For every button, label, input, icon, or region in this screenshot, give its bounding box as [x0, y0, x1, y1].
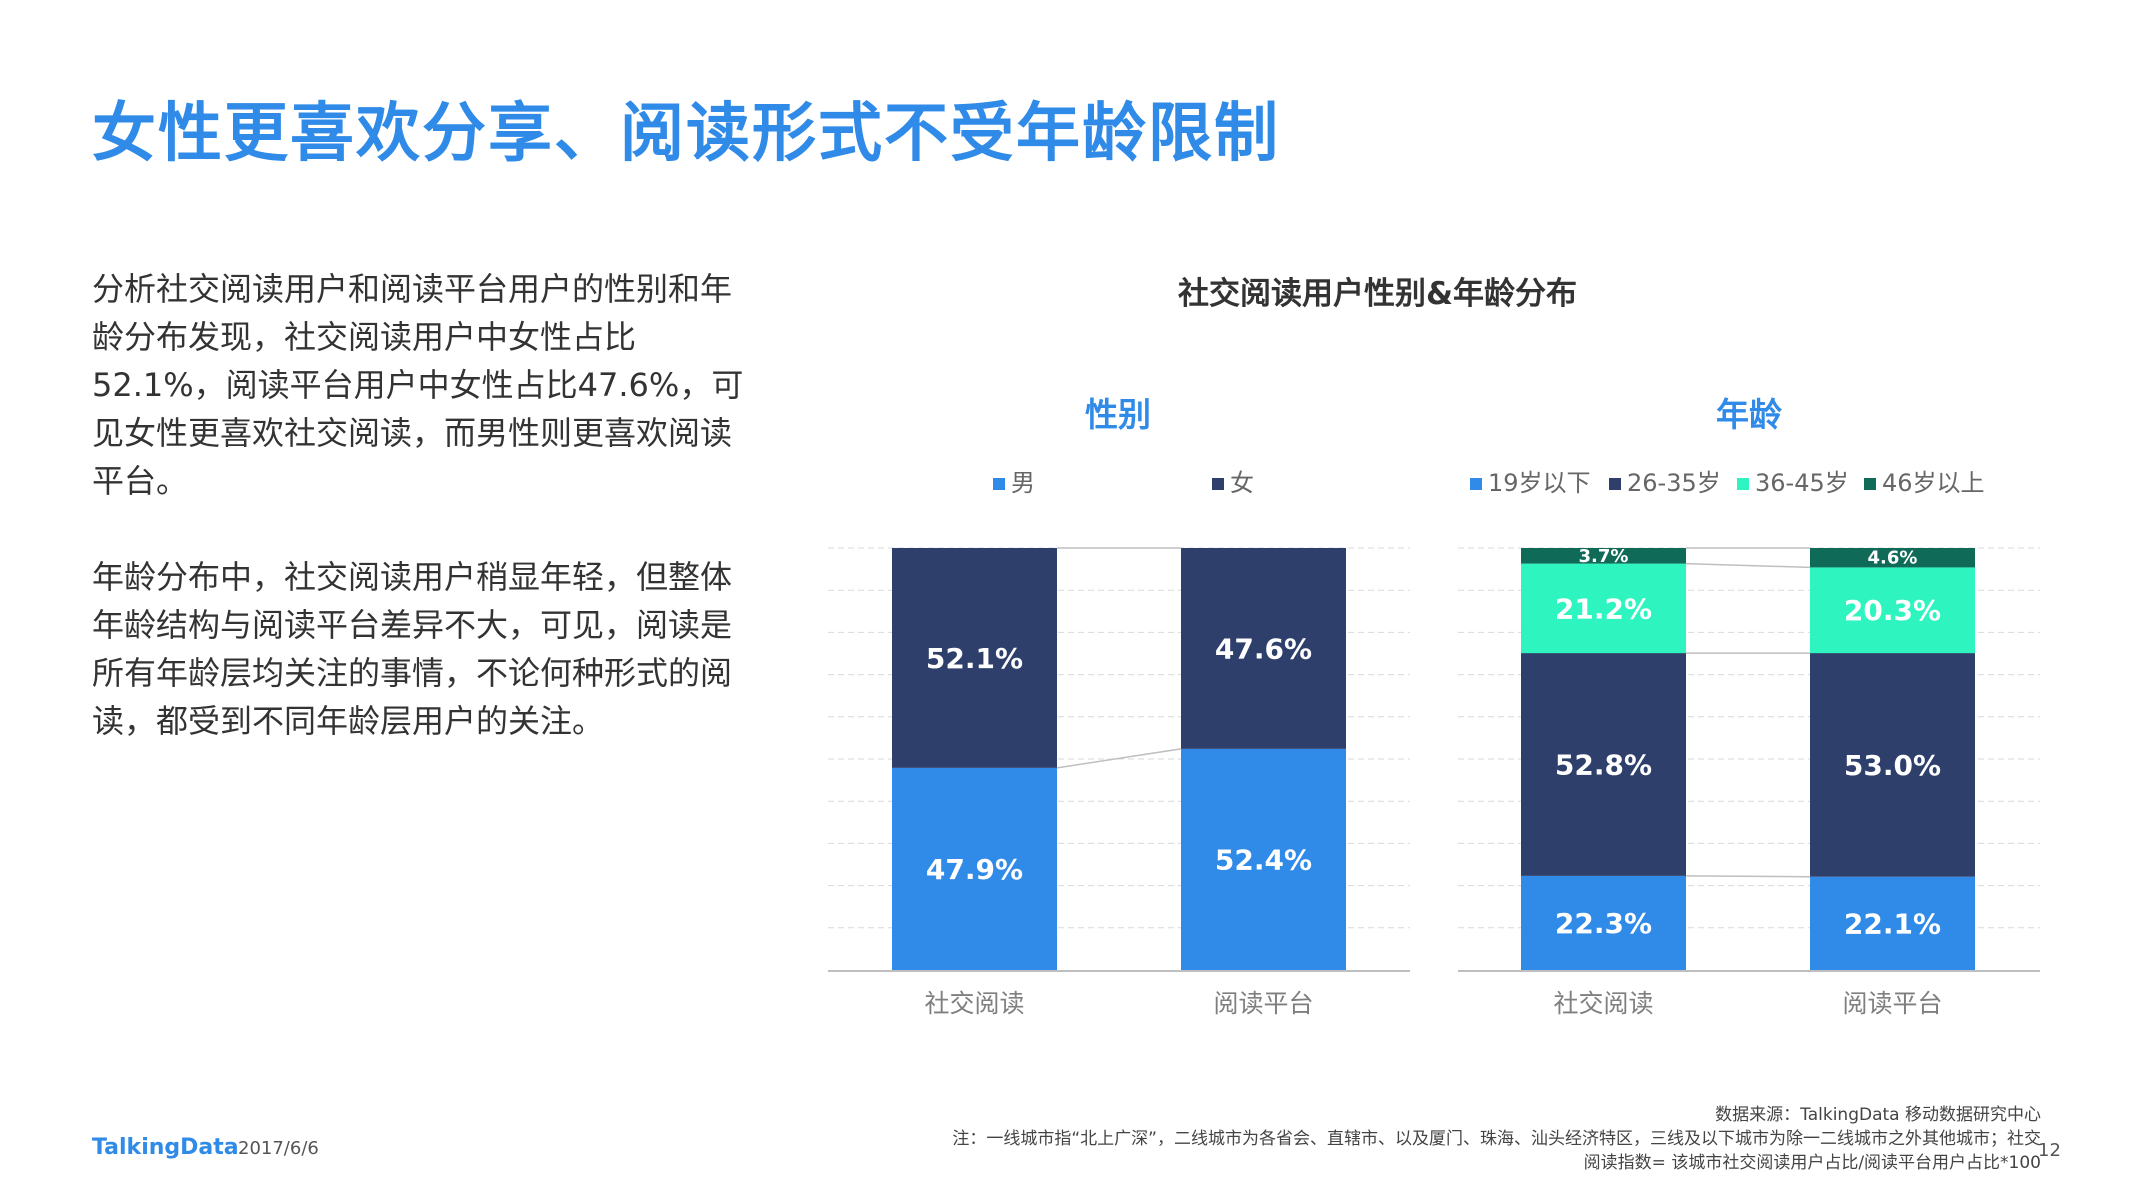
- legend-label-age-26: 26-35岁: [1627, 469, 1721, 497]
- age-data-label: 21.2%: [1555, 592, 1652, 625]
- gender-data-label: 52.4%: [1215, 843, 1312, 876]
- legend-item-male: 男: [993, 463, 1035, 498]
- description-text: 分析社交阅读用户和阅读平台用户的性别和年龄分布发现，社交阅读用户中女性占比52.…: [92, 265, 762, 793]
- page-number: 12: [2038, 1140, 2061, 1161]
- index-note: 阅读指数= 该城市社交阅读用户占比/阅读平台用户占比*100: [1583, 1153, 2041, 1173]
- city-note: 注：一线城市指“北上广深”，二线城市为各省会、直辖市、以及厦门、珠海、汕头经济特…: [952, 1129, 2041, 1149]
- legend-swatch-age-19: [1470, 478, 1482, 490]
- age-bar-2-seg-2: [1810, 653, 1975, 877]
- age-connector-line: [1685, 562, 1811, 569]
- age-data-label: 4.6%: [1868, 548, 1918, 569]
- gender-bar-2-seg-1: [1181, 748, 1346, 970]
- chart-title: 社交阅读用户性别&年龄分布: [1178, 276, 1578, 312]
- source-note: 数据来源：TalkingData 移动数据研究中心: [1715, 1105, 2041, 1125]
- legend-item-age-26: 26-35岁: [1609, 463, 1721, 498]
- paragraph-age: 年龄分布中，社交阅读用户稍显年轻，但整体年龄结构与阅读平台差异不大，可见，阅读是…: [92, 558, 733, 740]
- gender-chart: 47.9% 52.1% 社交阅读 52.4% 47.6% 阅读平台: [828, 547, 1410, 1018]
- age-bar-1-seg-2: [1521, 653, 1686, 876]
- age-data-label: 22.3%: [1555, 907, 1652, 940]
- age-x-tick-label: 阅读平台: [1842, 989, 1942, 1018]
- age-data-label: 3.7%: [1579, 546, 1629, 567]
- gender-bar-2-seg-2: [1181, 548, 1346, 749]
- legend-swatch-age-26: [1609, 478, 1621, 490]
- gender-x-tick-label: 社交阅读: [924, 989, 1024, 1018]
- gender-connector-line: [1056, 748, 1182, 769]
- age-connector-line: [1685, 875, 1811, 878]
- age-x-tick-label: 社交阅读: [1553, 989, 1653, 1018]
- age-bar-1-seg-1: [1521, 875, 1686, 970]
- legend-label-age-19: 19岁以下: [1488, 469, 1591, 497]
- gender-data-label: 47.9%: [926, 853, 1023, 886]
- gender-x-tick-label: 阅读平台: [1213, 989, 1313, 1018]
- legend-item-female: 女: [1212, 463, 1254, 498]
- age-bar-1-seg-4: [1521, 548, 1686, 564]
- paragraph-gender: 分析社交阅读用户和阅读平台用户的性别和年龄分布发现，社交阅读用户中女性占比52.…: [92, 270, 744, 500]
- gender-bar-1-seg-1: [892, 767, 1057, 970]
- age-data-label: 20.3%: [1844, 594, 1941, 627]
- age-bar-2-seg-3: [1810, 567, 1975, 654]
- legend-item-age-36: 36-45岁: [1737, 463, 1849, 498]
- age-bar-2-seg-1: [1810, 876, 1975, 970]
- legend-label-age-46: 46岁以上: [1882, 469, 1985, 497]
- legend-swatch-female: [1212, 478, 1224, 490]
- footer-date: 2017/6/6: [238, 1138, 319, 1159]
- legend-label-male: 男: [1011, 469, 1035, 497]
- age-bar-1-seg-3: [1521, 563, 1686, 654]
- legend-swatch-male: [993, 478, 1005, 490]
- gender-chart-title: 性别: [1085, 395, 1151, 434]
- legend-swatch-age-36: [1737, 478, 1749, 490]
- age-chart: 22.3% 52.8% 21.2% 3.7% 社交阅读 22.1% 53.0% 20.3% 4.…: [1458, 546, 2040, 1018]
- legend-label-female: 女: [1230, 469, 1254, 497]
- age-chart-title: 年龄: [1716, 395, 1782, 434]
- legend-swatch-age-46: [1864, 478, 1876, 490]
- age-data-label: 53.0%: [1844, 749, 1941, 782]
- age-bar-2-seg-4: [1810, 548, 1975, 568]
- legend-label-age-36: 36-45岁: [1755, 469, 1849, 497]
- gender-bar-1-seg-2: [892, 548, 1057, 768]
- age-data-label: 22.1%: [1844, 907, 1941, 940]
- legend-item-age-46: 46岁以上: [1864, 463, 1985, 498]
- gender-data-label: 52.1%: [926, 642, 1023, 675]
- age-data-label: 52.8%: [1555, 748, 1652, 781]
- talkingdata-logo: TalkingData: [92, 1135, 239, 1160]
- gender-data-label: 47.6%: [1215, 632, 1312, 665]
- slide-title: 女性更喜欢分享、阅读形式不受年龄限制: [92, 97, 1280, 171]
- legend-item-age-19: 19岁以下: [1470, 463, 1591, 498]
